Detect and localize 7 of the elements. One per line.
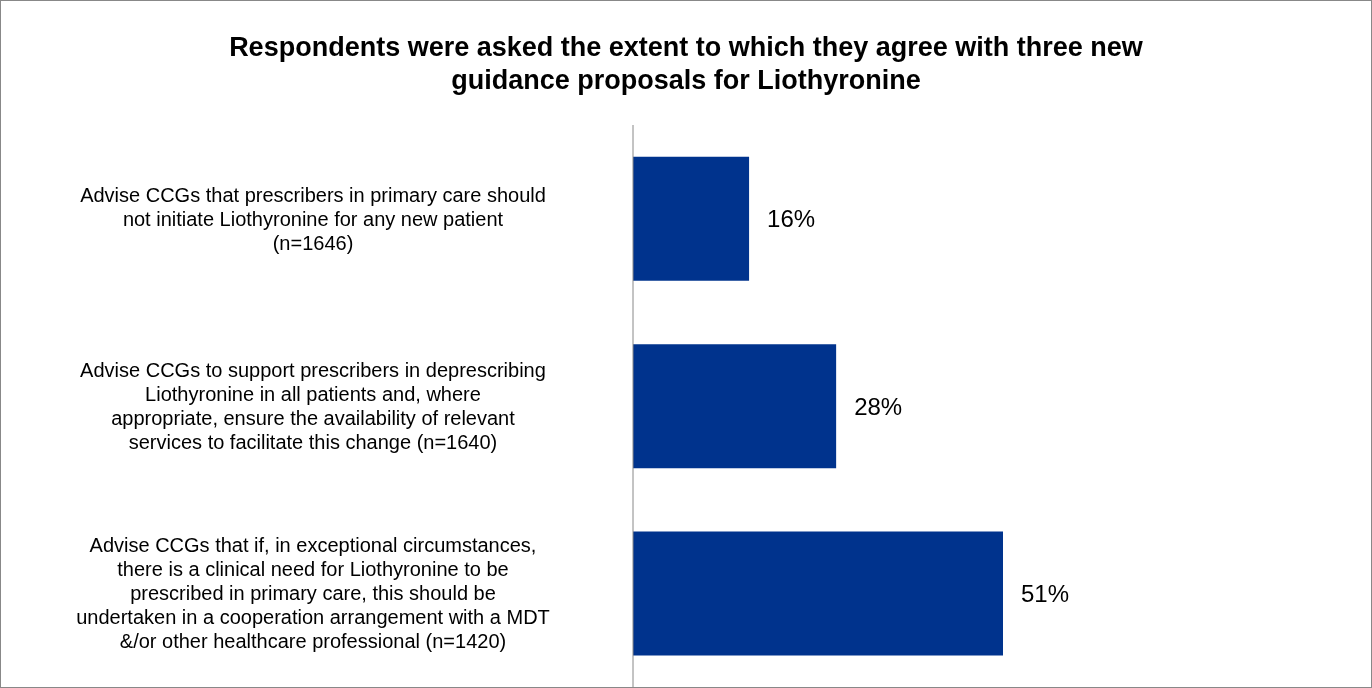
data-label: 16% (767, 205, 816, 233)
y-tick-label: Advise CCGs that prescribers in primary care should not initiate Liothyronine for any new patient (n=1646) (80, 183, 546, 254)
y-tick-label: Advise CCGs that if, in exceptional circumstances, there is a clinical need for Liothyronine to be prescribed in primary care, this should be undertaken in a cooperation arrangement with a MDT &/or other healthcare professional (n=1420) (76, 534, 550, 653)
data-label: 51% (1021, 580, 1070, 608)
y-tick-label: Advise CCGs to support prescribers in deprescribing Liothyronine in all patients and, where appropriate, ensure the availability of relevant services to facilitate this change (n=1640) (80, 359, 546, 453)
chart-title: Respondents were asked the extent to which they agree with three new guidance proposals for Liothyronine (228, 31, 1144, 97)
data-label: 28% (854, 392, 903, 420)
